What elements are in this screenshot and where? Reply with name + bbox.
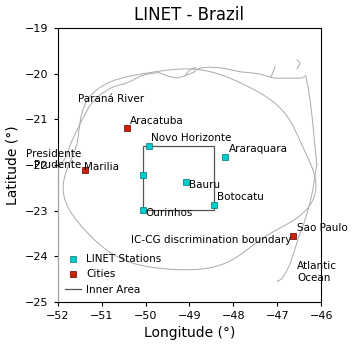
Text: IC-CG discrimination boundary: IC-CG discrimination boundary [131, 235, 291, 245]
Bar [143, 146, 214, 210]
Text: Aracatuba: Aracatuba [130, 116, 184, 126]
Text: Presidente
Prudente: Presidente Prudente [26, 149, 81, 170]
X-axis label: Longitude (°): Longitude (°) [144, 326, 235, 340]
Text: Marilia: Marilia [84, 162, 119, 172]
Y-axis label: Latitude (°): Latitude (°) [6, 125, 20, 205]
Title: LINET - Brazil: LINET - Brazil [134, 6, 244, 24]
Text: Bauru: Bauru [189, 181, 220, 190]
Text: Atlantic
Ocean: Atlantic Ocean [297, 261, 337, 283]
Text: Paraná River: Paraná River [77, 94, 144, 104]
Text: Araraquara: Araraquara [228, 144, 288, 154]
Text: Sao Paulo: Sao Paulo [297, 224, 347, 233]
Legend: LINET Stations, Cities, Inner Area: LINET Stations, Cities, Inner Area [61, 250, 165, 299]
Text: Ourinhos: Ourinhos [146, 208, 193, 218]
Text: Botocatu: Botocatu [217, 192, 264, 202]
Text: Novo Horizonte: Novo Horizonte [151, 133, 231, 143]
